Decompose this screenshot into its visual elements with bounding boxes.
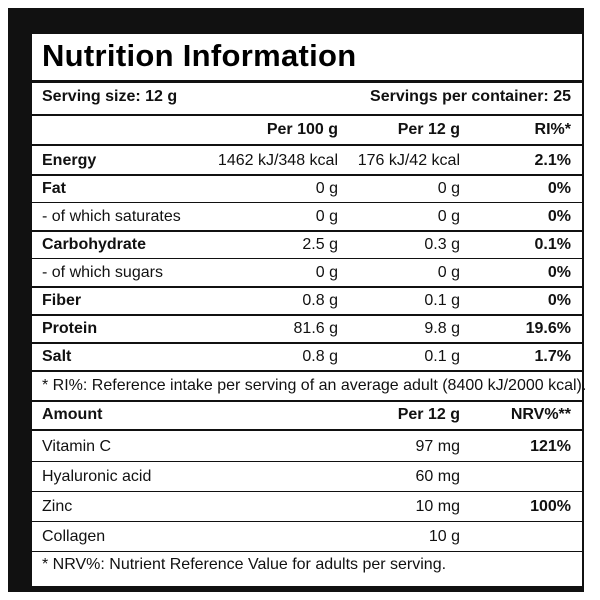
nutrient-name: Vitamin C — [42, 438, 112, 455]
servings-per-container: Servings per container: 25 — [370, 88, 571, 105]
footnote: * RI%: Reference intake per serving of a… — [42, 377, 587, 394]
label-panel: Nutrition Information Serving size: 12 g… — [32, 32, 586, 586]
frame: Nutrition Information Serving size: 12 g… — [8, 8, 586, 592]
ri-percent: 0% — [547, 180, 571, 197]
ri-percent: 19.6% — [525, 320, 571, 337]
per-serving-value: 9.8 g — [424, 320, 460, 337]
column-header: Per 100 g — [266, 121, 338, 138]
per-100g-value: 0 g — [315, 180, 338, 197]
nrv-percent: 121% — [530, 438, 571, 455]
per-serving-value: 0.3 g — [424, 236, 460, 253]
ri-percent: 2.1% — [534, 152, 571, 169]
per-serving-value: 0.1 g — [424, 348, 460, 365]
nutrient-name: Carbohydrate — [42, 236, 147, 253]
column-header: Per 12 g — [397, 121, 460, 138]
rule — [32, 286, 582, 288]
serving-size: Serving size: 12 g — [42, 88, 178, 105]
ri-percent: 0% — [547, 208, 571, 225]
per-serving-value: 176 kJ/42 kcal — [357, 152, 460, 169]
column-header: Amount — [42, 406, 103, 423]
per-100g-value: 0 g — [315, 264, 338, 281]
per-100g-value: 0 g — [315, 208, 338, 225]
per-serving-value: 0 g — [437, 208, 460, 225]
rule — [32, 400, 582, 402]
rule — [32, 314, 582, 316]
per-serving-value: 97 mg — [415, 438, 460, 455]
nutrient-name: Collagen — [42, 528, 106, 545]
rule — [32, 258, 582, 259]
per-100g-value: 0.8 g — [302, 348, 338, 365]
nutrient-name: Protein — [42, 320, 98, 337]
ri-percent: 0% — [547, 292, 571, 309]
per-serving-value: 0 g — [437, 180, 460, 197]
rule — [32, 114, 582, 116]
column-header: Per 12 g — [397, 406, 460, 423]
title: Nutrition Information — [42, 38, 357, 73]
nutrient-name: Zinc — [42, 498, 73, 515]
ri-percent: 1.7% — [534, 348, 571, 365]
nutrient-name: Salt — [42, 348, 72, 365]
rule — [32, 461, 582, 462]
nutrient-name: Fiber — [42, 292, 82, 309]
nutrient-name: Hyaluronic acid — [42, 468, 152, 485]
rule — [32, 342, 582, 344]
column-header: RI%* — [534, 121, 571, 138]
per-serving-value: 0.1 g — [424, 292, 460, 309]
column-header: NRV%** — [510, 406, 571, 423]
per-serving-value: 10 g — [428, 528, 460, 545]
per-100g-value: 0.8 g — [302, 292, 338, 309]
per-100g-value: 1462 kJ/348 kcal — [217, 152, 338, 169]
rule — [32, 230, 582, 232]
per-serving-value: 60 mg — [415, 468, 460, 485]
per-100g-value: 2.5 g — [302, 236, 338, 253]
rule — [32, 202, 582, 203]
nutrient-name: Energy — [42, 152, 97, 169]
rule — [32, 491, 582, 492]
rule — [32, 174, 582, 176]
nutrient-name: Fat — [42, 180, 66, 197]
rule — [32, 80, 582, 83]
rule — [32, 32, 582, 34]
per-100g-value: 81.6 g — [293, 320, 338, 337]
per-serving-value: 0 g — [437, 264, 460, 281]
ri-percent: 0.1% — [534, 236, 571, 253]
nrv-percent: 100% — [530, 498, 571, 515]
rule — [32, 521, 582, 522]
per-serving-value: 10 mg — [415, 498, 460, 515]
rule — [32, 429, 582, 431]
rule — [32, 144, 582, 146]
ri-percent: 0% — [547, 264, 571, 281]
rule — [32, 551, 582, 552]
footnote: * NRV%: Nutrient Reference Value for adu… — [42, 556, 447, 573]
nutrient-name: - of which sugars — [42, 264, 163, 281]
nutrient-name: - of which saturates — [42, 208, 181, 225]
rule — [32, 370, 582, 372]
